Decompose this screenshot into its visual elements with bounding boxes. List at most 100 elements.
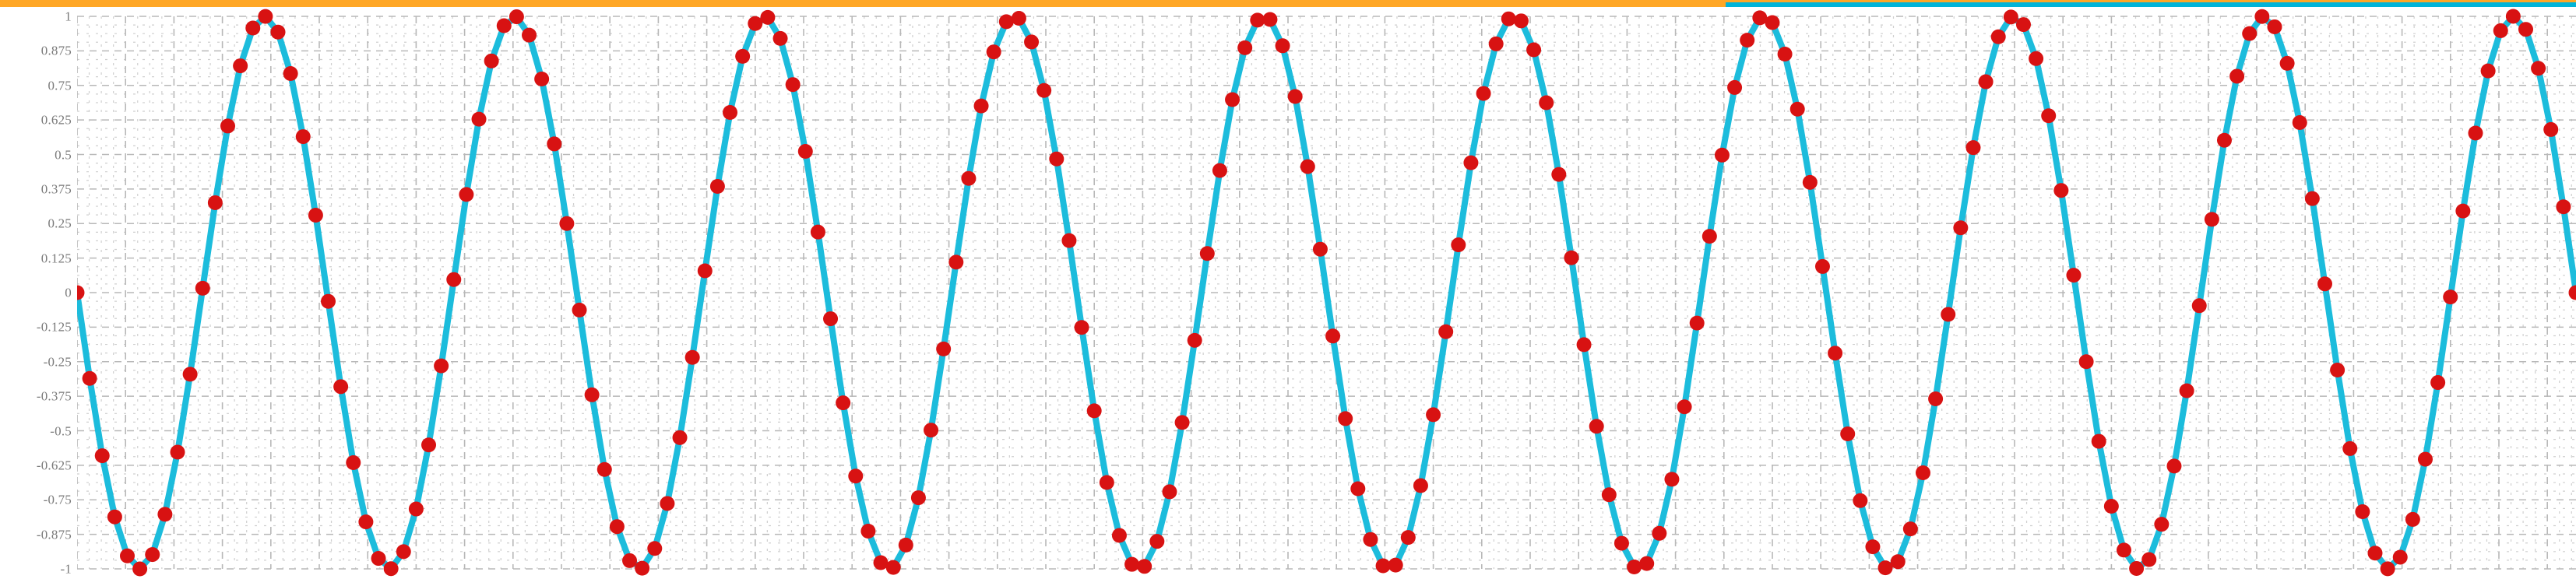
data-point-marker[interactable] xyxy=(1237,40,1253,55)
data-point-marker[interactable] xyxy=(496,18,512,33)
data-point-marker[interactable] xyxy=(810,224,825,240)
data-point-marker[interactable] xyxy=(1363,532,1378,547)
data-point-marker[interactable] xyxy=(2053,183,2069,198)
data-point-marker[interactable] xyxy=(2091,433,2106,449)
data-point-marker[interactable] xyxy=(1840,426,1856,442)
data-point-marker[interactable] xyxy=(760,9,776,25)
data-point-marker[interactable] xyxy=(1978,74,1994,89)
data-point-marker[interactable] xyxy=(1338,411,1353,426)
data-point-marker[interactable] xyxy=(836,395,851,411)
data-point-marker[interactable] xyxy=(1551,167,1567,182)
data-point-marker[interactable] xyxy=(635,560,650,576)
data-point-marker[interactable] xyxy=(2216,132,2232,148)
data-point-marker[interactable] xyxy=(2304,191,2320,206)
data-point-marker[interactable] xyxy=(1526,42,1542,58)
data-point-marker[interactable] xyxy=(1212,163,1227,178)
data-point-marker[interactable] xyxy=(2443,290,2458,305)
data-point-marker[interactable] xyxy=(1513,13,1529,29)
data-point-marker[interactable] xyxy=(660,496,675,511)
data-point-marker[interactable] xyxy=(2367,546,2383,561)
data-point-marker[interactable] xyxy=(2392,549,2408,565)
data-point-marker[interactable] xyxy=(1990,29,2006,44)
data-point-marker[interactable] xyxy=(120,548,135,563)
data-point-marker[interactable] xyxy=(471,111,487,127)
data-point-marker[interactable] xyxy=(2543,121,2559,137)
data-point-marker[interactable] xyxy=(346,455,361,471)
data-point-marker[interactable] xyxy=(2066,268,2082,283)
data-point-marker[interactable] xyxy=(2568,285,2576,300)
data-point-marker[interactable] xyxy=(182,367,198,382)
data-point-marker[interactable] xyxy=(2191,298,2207,314)
data-point-marker[interactable] xyxy=(1413,478,1428,493)
data-point-marker[interactable] xyxy=(1965,140,1981,156)
data-point-marker[interactable] xyxy=(2254,9,2270,24)
data-point-marker[interactable] xyxy=(107,509,122,525)
data-point-marker[interactable] xyxy=(785,77,801,93)
data-point-marker[interactable] xyxy=(459,187,474,202)
data-point-marker[interactable] xyxy=(2003,9,2018,25)
data-point-marker[interactable] xyxy=(1953,220,1969,236)
data-point-marker[interactable] xyxy=(1400,530,1416,546)
data-point-marker[interactable] xyxy=(1652,525,1667,541)
data-point-marker[interactable] xyxy=(2242,26,2258,41)
data-point-marker[interactable] xyxy=(1802,174,1818,190)
data-point-marker[interactable] xyxy=(1174,415,1190,430)
data-point-marker[interactable] xyxy=(1701,229,1717,244)
data-point-marker[interactable] xyxy=(1828,346,1843,361)
data-point-marker[interactable] xyxy=(2405,511,2420,527)
data-point-marker[interactable] xyxy=(622,553,638,568)
data-point-marker[interactable] xyxy=(1036,82,1052,98)
data-point-marker[interactable] xyxy=(446,272,462,287)
data-point-marker[interactable] xyxy=(1714,147,1730,163)
data-point-marker[interactable] xyxy=(2129,560,2145,576)
data-point-marker[interactable] xyxy=(1225,92,1240,107)
data-point-marker[interactable] xyxy=(1312,241,1328,257)
data-point-marker[interactable] xyxy=(898,537,913,553)
data-point-marker[interactable] xyxy=(2342,440,2358,456)
data-point-marker[interactable] xyxy=(1664,472,1680,487)
data-point-marker[interactable] xyxy=(823,311,839,327)
data-point-marker[interactable] xyxy=(2029,51,2044,66)
data-point-marker[interactable] xyxy=(2229,68,2245,84)
data-point-marker[interactable] xyxy=(709,179,725,194)
data-point-marker[interactable] xyxy=(245,20,261,36)
data-point-marker[interactable] xyxy=(873,555,889,570)
data-point-marker[interactable] xyxy=(924,423,939,438)
progress-bar[interactable] xyxy=(0,0,2576,7)
data-point-marker[interactable] xyxy=(1627,560,1642,575)
data-point-marker[interactable] xyxy=(77,285,85,300)
data-point-marker[interactable] xyxy=(948,254,964,270)
data-point-marker[interactable] xyxy=(1187,332,1202,348)
data-point-marker[interactable] xyxy=(2141,552,2157,567)
data-point-marker[interactable] xyxy=(258,9,273,24)
data-point-marker[interactable] xyxy=(333,379,349,395)
data-point-marker[interactable] xyxy=(207,195,223,210)
data-point-marker[interactable] xyxy=(157,507,173,522)
data-point-marker[interactable] xyxy=(848,468,864,484)
data-point-marker[interactable] xyxy=(2480,63,2496,79)
data-point-marker[interactable] xyxy=(132,561,148,577)
data-point-marker[interactable] xyxy=(973,98,989,114)
data-point-marker[interactable] xyxy=(2179,383,2194,398)
data-point-marker[interactable] xyxy=(2430,375,2446,391)
data-point-marker[interactable] xyxy=(559,216,575,231)
data-point-marker[interactable] xyxy=(1677,399,1692,415)
data-point-marker[interactable] xyxy=(2154,517,2170,532)
data-point-marker[interactable] xyxy=(1124,556,1140,572)
data-point-marker[interactable] xyxy=(1061,233,1077,248)
data-point-marker[interactable] xyxy=(295,129,311,145)
data-point-marker[interactable] xyxy=(1539,95,1554,111)
data-point-marker[interactable] xyxy=(1325,328,1341,344)
data-point-marker[interactable] xyxy=(2267,19,2282,34)
data-point-marker[interactable] xyxy=(534,71,550,86)
data-point-marker[interactable] xyxy=(1262,12,1278,27)
data-point-marker[interactable] xyxy=(684,349,700,365)
data-point-marker[interactable] xyxy=(195,280,210,296)
data-point-marker[interactable] xyxy=(1137,559,1153,574)
data-point-marker[interactable] xyxy=(1149,534,1165,549)
data-point-marker[interactable] xyxy=(1589,419,1604,434)
data-point-marker[interactable] xyxy=(1099,475,1114,490)
data-point-marker[interactable] xyxy=(2493,23,2508,38)
data-point-marker[interactable] xyxy=(998,14,1014,30)
data-point-marker[interactable] xyxy=(1451,237,1466,253)
